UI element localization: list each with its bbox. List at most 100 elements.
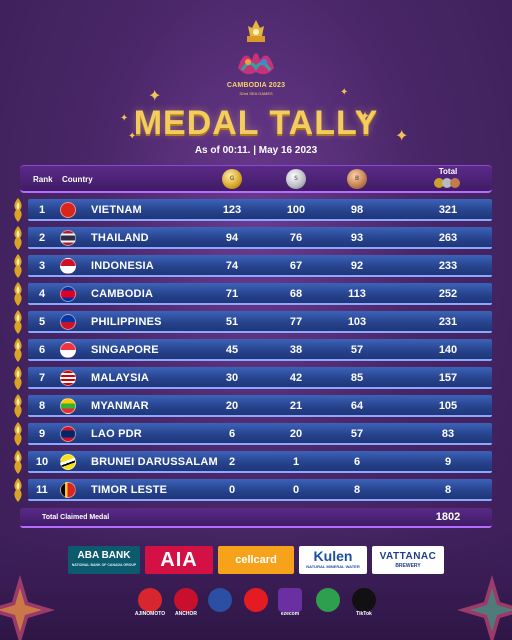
rank-cell: 11 (36, 484, 48, 496)
silver-cell: 20 (289, 428, 303, 440)
country-cell: LAO PDR (91, 428, 142, 440)
table-footer (20, 508, 492, 528)
gold-cell: 123 (222, 204, 242, 216)
silver-cell: 0 (292, 484, 300, 496)
table-row: 1 VIETNAM 123 100 98 321 (0, 198, 512, 222)
bronze-cell: 113 (348, 288, 366, 300)
cellcard-logo: cellcard (218, 546, 294, 574)
rank-cell: 6 (38, 344, 46, 356)
bronze-cell: 85 (350, 372, 364, 384)
corner-star-decoration (457, 575, 512, 640)
total-cell: 321 (438, 204, 458, 216)
gold-cell: 2 (228, 456, 236, 468)
bronze-cell: 57 (350, 428, 364, 440)
silver-cell: 68 (289, 288, 303, 300)
country-cell: SINGAPORE (91, 344, 159, 356)
rank-cell: 3 (38, 260, 46, 272)
total-cell: 9 (444, 456, 452, 468)
timor-leste-flag-icon (60, 482, 76, 498)
silver-cell: 100 (286, 204, 306, 216)
rank-cell: 9 (38, 428, 46, 440)
country-cell: CAMBODIA (91, 288, 154, 300)
cambodia-beer-logo (208, 588, 232, 612)
as-of-timestamp: As of 00:11. | May 16 2023 (194, 145, 318, 156)
vattanac-logo: VATTANAC BREWERY (372, 546, 444, 574)
country-cell: BRUNEI DARUSSALAM (91, 456, 218, 468)
ornament-icon (14, 310, 22, 334)
table-row: 3 INDONESIA 74 67 92 233 (0, 254, 512, 278)
rank-cell: 5 (38, 316, 46, 328)
silver-cell: 77 (289, 316, 303, 328)
table-row: 2 THAILAND 94 76 93 263 (0, 226, 512, 250)
myanmar-flag-icon (60, 398, 76, 414)
row-bar (28, 423, 492, 445)
page-title: MEDAL TALLY (133, 104, 379, 142)
gold-cell: 6 (228, 428, 236, 440)
bronze-cell: 8 (353, 484, 361, 496)
row-bar (28, 311, 492, 333)
rank-cell: 2 (38, 232, 46, 244)
kulen-tagline: NATURAL MINERAL WATER (306, 564, 360, 569)
row-bar (28, 199, 492, 221)
table-row: 8 MYANMAR 20 21 64 105 (0, 394, 512, 418)
silver-cell: 67 (289, 260, 303, 272)
ajinomoto-logo (138, 588, 162, 612)
vattanac-name: VATTANAC (379, 551, 437, 562)
country-cell: MYANMAR (91, 400, 149, 412)
total-claimed-label: Total Claimed Medal (42, 514, 110, 521)
cambodia-flag-icon (60, 286, 76, 302)
gold-cell: 51 (225, 316, 239, 328)
thailand-flag-icon (60, 230, 76, 246)
bronze-medal-icon: B (347, 169, 367, 189)
bronze-cell: 57 (350, 344, 364, 356)
total-cell: 8 (444, 484, 452, 496)
logo-subtitle: 32nd SEA GAMES (239, 91, 273, 96)
table-row: 6 SINGAPORE 45 38 57 140 (0, 338, 512, 362)
total-cell: 140 (438, 344, 458, 356)
total-cell: 105 (438, 400, 458, 412)
anchor-caption: ANCHOR (175, 611, 197, 617)
row-bar (28, 339, 492, 361)
sparkle-icon: ✦ (395, 126, 409, 145)
ornament-icon (14, 450, 22, 474)
table-row: 9 LAO PDR 6 20 57 83 (0, 422, 512, 446)
bronze-cell: 64 (350, 400, 364, 412)
philippines-flag-icon (60, 314, 76, 330)
total-medals-icon (434, 178, 464, 188)
country-cell: MALAYSIA (91, 372, 150, 384)
silver-cell: 38 (289, 344, 303, 356)
table-header (20, 165, 492, 193)
ornament-icon (14, 422, 22, 446)
bronze-cell: 93 (350, 232, 364, 244)
total-claimed-value: 1802 (435, 511, 461, 523)
ornament-icon (14, 366, 22, 390)
ornament-icon (14, 254, 22, 278)
aba-bank-tagline: NATIONAL BANK OF CANADA GROUP (71, 563, 137, 567)
jst-logo (316, 588, 340, 612)
country-header: Country (62, 175, 93, 184)
aia-logo: AIA (145, 546, 213, 574)
total-cell: 233 (438, 260, 458, 272)
row-bar (28, 367, 492, 389)
gold-cell: 74 (225, 260, 239, 272)
country-cell: INDONESIA (91, 260, 154, 272)
country-cell: TIMOR LESTE (91, 484, 168, 496)
tiktok-caption: TikTok (356, 611, 372, 617)
ornament-icon (14, 478, 22, 502)
logo-title: CAMBODIA 2023 (226, 82, 286, 89)
row-bar (28, 283, 492, 305)
rank-cell: 8 (38, 400, 46, 412)
total-cell: 231 (438, 316, 458, 328)
ezecom-caption: ezecom (280, 611, 300, 617)
gold-cell: 45 (225, 344, 239, 356)
ornament-icon (14, 282, 22, 306)
bronze-cell: 6 (353, 456, 361, 468)
table-row: 10 BRUNEI DARUSSALAM 2 1 6 9 (0, 450, 512, 474)
anchor-logo (174, 588, 198, 612)
total-cell: 157 (438, 372, 458, 384)
aba-bank-name: ABA BANK (77, 550, 131, 561)
ajinomoto-caption: AJINOMOTO (134, 611, 166, 617)
ornament-icon (14, 394, 22, 418)
table-row: 7 MALAYSIA 30 42 85 157 (0, 366, 512, 390)
rank-cell: 4 (38, 288, 46, 300)
